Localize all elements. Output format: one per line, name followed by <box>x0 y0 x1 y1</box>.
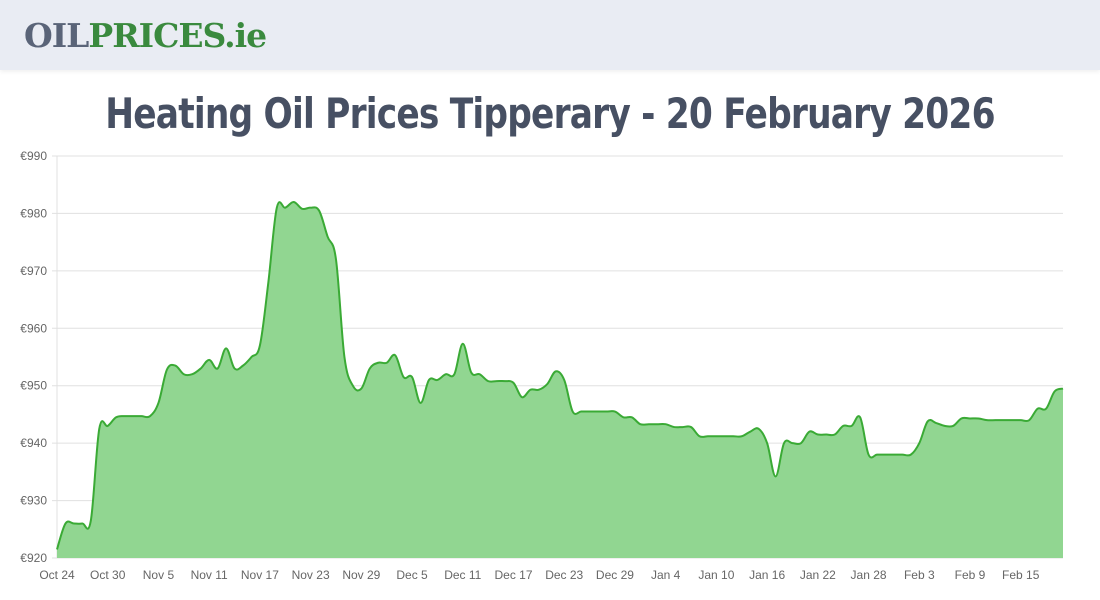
x-tick-label: Dec 23 <box>545 568 583 582</box>
x-tick-label: Dec 29 <box>596 568 634 582</box>
y-tick-label: €970 <box>20 264 47 278</box>
y-tick-label: €950 <box>20 379 47 393</box>
x-tick-label: Nov 11 <box>191 568 228 582</box>
x-tick-label: Nov 5 <box>143 568 175 582</box>
x-tick-label: Jan 28 <box>851 568 887 582</box>
x-tick-label: Feb 9 <box>955 568 986 582</box>
logo-oil-text: OIL <box>24 16 89 55</box>
x-tick-label: Jan 22 <box>800 568 836 582</box>
price-area-fill <box>57 201 1063 558</box>
x-tick-label: Nov 23 <box>292 568 330 582</box>
y-tick-label: €940 <box>20 436 47 450</box>
site-header: OILPRICES.ie <box>0 0 1100 70</box>
price-line <box>56 200 1064 550</box>
x-tick-label: Dec 11 <box>444 568 481 582</box>
y-tick-label: €930 <box>20 494 47 508</box>
x-tick-label: Feb 3 <box>904 568 935 582</box>
y-axis: €920 €930 €940 €950 €960 €970 €980 €990 <box>20 149 58 565</box>
x-tick-label: Dec 5 <box>396 568 428 582</box>
page-title: Heating Oil Prices Tipperary - 20 Februa… <box>105 89 995 138</box>
x-tick-label: Nov 17 <box>241 568 279 582</box>
x-tick-label: Jan 16 <box>749 568 785 582</box>
y-tick-label: €990 <box>20 149 47 163</box>
x-tick-label: Feb 15 <box>1002 568 1040 582</box>
x-axis: Oct 24 Oct 30 Nov 5 Nov 11 Nov 17 Nov 23 Nov 2… <box>39 568 1039 582</box>
x-tick-label: Jan 10 <box>698 568 734 582</box>
x-tick-label: Dec 17 <box>494 568 532 582</box>
x-tick-label: Nov 29 <box>342 568 380 582</box>
x-tick-label: Oct 24 <box>39 568 75 582</box>
y-tick-label: €980 <box>20 206 47 220</box>
site-logo[interactable]: OILPRICES.ie <box>24 16 267 56</box>
y-tick-label: €920 <box>20 551 47 565</box>
x-tick-label: Oct 30 <box>90 568 126 582</box>
x-tick-label: Jan 4 <box>651 568 681 582</box>
logo-prices-text: PRICES.ie <box>88 16 267 55</box>
y-tick-label: €960 <box>20 321 47 335</box>
